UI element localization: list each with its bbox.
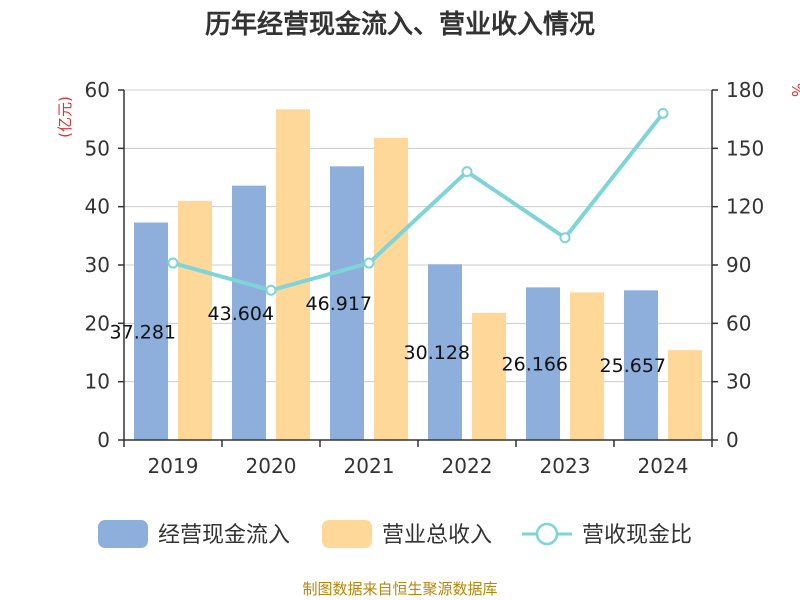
legend-swatch (322, 520, 372, 548)
legend-marker (535, 522, 559, 546)
left-axis-tick-label: 10 (85, 370, 110, 394)
x-axis-tick-label: 2019 (148, 454, 199, 478)
bar (374, 137, 408, 441)
x-axis-tick-label: 2022 (442, 454, 493, 478)
left-axis-tick-label: 60 (85, 78, 110, 102)
left-axis-tick-label: 50 (85, 136, 110, 160)
legend-label: 经营现金流入 (158, 523, 290, 548)
chart-title: 历年经营现金流入、营业收入情况 (205, 9, 595, 40)
bar-data-labels: 37.281 43.604 46.917 30.128 26.166 25.657 (110, 293, 666, 377)
left-axis-tick-label: 30 (85, 253, 110, 277)
left-axis-tick-label: 20 (85, 311, 110, 335)
line-point (559, 232, 571, 244)
right-axis-unit: % (788, 83, 800, 97)
source-note: 制图数据来自恒生聚源数据库 (302, 580, 497, 598)
bar (668, 350, 702, 440)
bar (232, 185, 266, 440)
right-axis-tick-label: 150 (726, 136, 764, 160)
bar (526, 287, 560, 440)
left-axis-unit: (亿元) (56, 96, 74, 138)
bar (134, 222, 168, 440)
right-axis-tick-label: 30 (726, 370, 751, 394)
bar (178, 200, 212, 440)
bar (276, 109, 310, 440)
right-axis-tick-label: 180 (726, 78, 764, 102)
line-series (167, 107, 669, 296)
bar (570, 292, 604, 440)
bar-data-label: 37.281 (110, 321, 176, 343)
legend-swatch (98, 520, 148, 548)
line-point (461, 166, 473, 178)
legend: 经营现金流入 营业总收入 营收现金比 (98, 520, 692, 548)
right-axis-tick-label: 120 (726, 195, 764, 219)
bar (428, 264, 462, 440)
grid-lines (124, 89, 712, 383)
left-axis-tick-label: 40 (85, 195, 110, 219)
bar-data-label: 30.128 (404, 342, 470, 364)
bar (472, 312, 506, 440)
right-axis-tick-label: 0 (726, 428, 739, 452)
bar-data-label: 43.604 (208, 303, 274, 325)
line-point (167, 257, 179, 269)
x-axis-tick-label: 2024 (638, 454, 689, 478)
line-point (363, 257, 375, 269)
bar-data-label: 46.917 (306, 293, 372, 315)
legend-label: 营收现金比 (582, 523, 692, 548)
line-point (657, 107, 669, 119)
right-axis-tick-label: 90 (726, 253, 751, 277)
bar (624, 290, 658, 440)
axes: 0 10 20 30 40 50 60 0 30 60 90 120 150 180 2019 2020 202… (85, 78, 765, 478)
left-axis-tick-label: 0 (97, 428, 110, 452)
x-axis-tick-label: 2023 (540, 454, 591, 478)
line-point (265, 284, 277, 296)
x-axis-tick-label: 2021 (344, 454, 395, 478)
legend-label: 营业总收入 (382, 523, 492, 548)
bar (330, 166, 364, 440)
bar-series (134, 109, 702, 441)
x-axis-tick-label: 2020 (246, 454, 297, 478)
right-axis-tick-label: 60 (726, 311, 751, 335)
line-path (172, 112, 665, 293)
bar-data-label: 26.166 (502, 354, 568, 376)
bar-data-label: 25.657 (600, 355, 666, 377)
